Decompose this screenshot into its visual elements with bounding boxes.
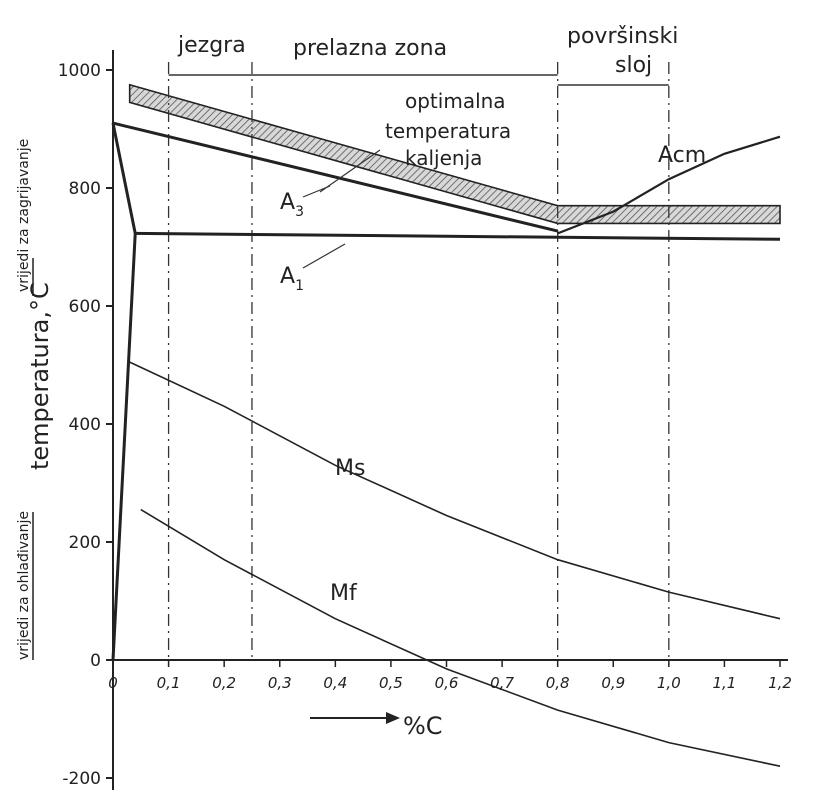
series-label-ms: Ms: [335, 456, 365, 481]
zone-label-transition: prelazna zona: [293, 36, 447, 61]
a3-leader: [302, 185, 331, 198]
y-tick-label-1: 800: [69, 179, 101, 199]
series-label-a1: A1: [280, 264, 304, 294]
x-tick-label-1: 0,1: [157, 674, 181, 692]
x-tick-label-10: 1,0: [657, 674, 681, 692]
series-line-mf: [140, 508, 781, 767]
annotation-line2: temperatura: [385, 119, 511, 143]
x-tick-label-12: 1,2: [768, 674, 792, 692]
y-axis-sublabel-cooling: vrijedi za ohlađivanje: [16, 511, 32, 660]
x-axis-arrow-head: [386, 712, 400, 724]
x-tick-label-2: 0,2: [212, 674, 236, 692]
annotation-line1: optimalna: [405, 89, 506, 113]
x-tick-label-9: 0,9: [601, 674, 625, 692]
x-tick-label-5: 0,5: [379, 674, 403, 692]
series-line-ms: [129, 361, 781, 620]
x-tick-label-3: 0,3: [268, 674, 292, 692]
x-tick-label-11: 1,1: [712, 674, 736, 692]
series-line-acm: [557, 135, 781, 235]
y-tick-label-6: -200: [62, 769, 101, 789]
y-axis-label: temperatura,°C: [26, 282, 54, 470]
y-axis-sublabel-heating: vrijedi za zagrijavanje: [16, 139, 32, 292]
zone-label-core: jezgra: [177, 33, 246, 58]
annotation-line3: kaljenja: [405, 146, 482, 170]
x-tick-label-4: 0,4: [323, 674, 347, 692]
y-tick-label-0: 1000: [58, 61, 101, 81]
x-tick-label-7: 0,7: [490, 674, 514, 692]
y-tick-label-5: 0: [90, 651, 101, 671]
zone-label-surface-line1: površinski: [567, 24, 678, 49]
series-line-a3: [112, 121, 559, 233]
x-tick-label-8: 0,8: [546, 674, 570, 692]
y-tick-label-2: 600: [69, 297, 101, 317]
x-tick-label-6: 0,6: [435, 674, 459, 692]
a1-leader: [302, 243, 346, 269]
annotation-leader: [319, 149, 381, 193]
quench-temperature-band: [128, 83, 781, 225]
x-tick-label-0: 0: [108, 674, 118, 692]
series-line-a1: [135, 231, 781, 241]
series-label-mf: Mf: [330, 581, 358, 606]
series-label-a3: A3: [280, 190, 304, 220]
a3-start-line: [111, 122, 137, 234]
y-tick-label-3: 400: [69, 415, 101, 435]
x-axis-label: %C: [403, 712, 443, 740]
series-label-acm: Acm: [658, 143, 706, 168]
y-tick-label-4: 200: [69, 533, 101, 553]
ferrite-boundary-line: [111, 233, 137, 661]
zone-label-surface-line2: sloj: [615, 53, 652, 78]
